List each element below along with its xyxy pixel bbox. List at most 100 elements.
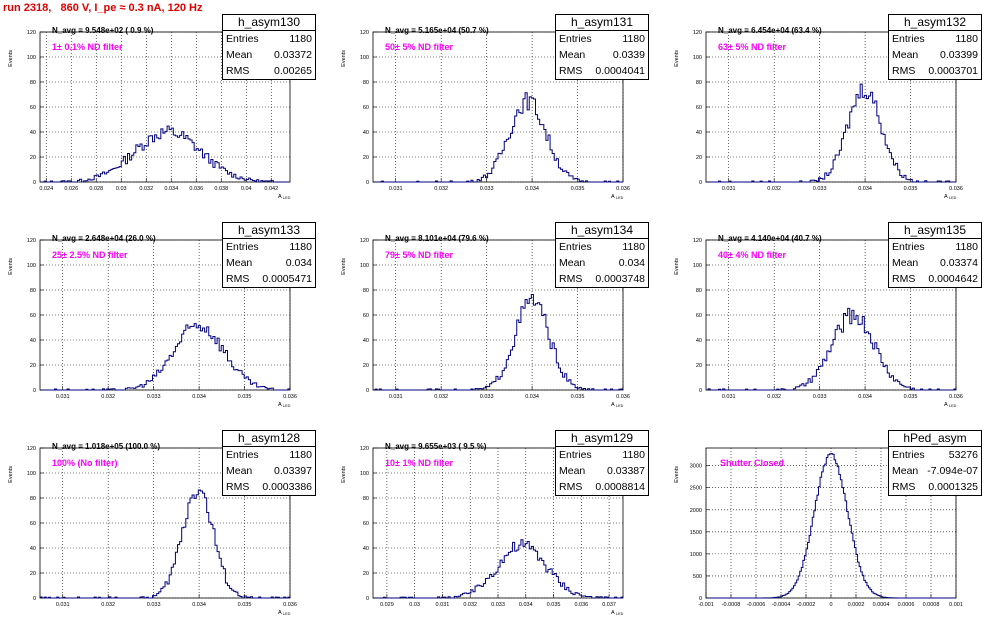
y-tick-label: 20 — [696, 363, 702, 369]
y-axis-label: Events — [674, 466, 680, 483]
stats-entries-value: 1180 — [289, 241, 312, 253]
histogram-panel-h_asym133: 0 20 40 60 80 100 120 0.031 0.032 0.033 0.034 0.035… — [0, 222, 330, 429]
y-tick-label: 40 — [696, 338, 702, 344]
stats-entries-label: Entries — [559, 33, 592, 45]
navg-label: N_avg = 9.548e+02 ( 0.9 %) — [52, 26, 154, 35]
histogram-panel-h_asym129: 0 20 40 60 80 100 120 0.029 0.03 0.031 0.032 0.033 0… — [333, 430, 663, 637]
y-tick-label: 60 — [30, 521, 36, 527]
stats-rms-label: RMS — [226, 65, 250, 77]
stats-entries-value: 1180 — [622, 33, 645, 45]
stats-row-entries: Entries 1180 — [556, 31, 648, 47]
x-tick-label: 0.034 — [858, 186, 872, 192]
histogram-line — [706, 307, 957, 391]
histogram-svg: 0 20 40 60 80 100 120 0.031 0.032 0.033 0.034 0.035… — [8, 238, 297, 408]
navg-label: N_avg = 6.454e+04 (63.4 %) — [718, 26, 822, 35]
y-tick-label: 100 — [360, 263, 369, 269]
stats-box: h_asym128 Entries 1180 Mean 0.03397 RMS 0.0003… — [222, 430, 316, 496]
stats-entries-label: Entries — [226, 449, 259, 461]
y-tick-label: 60 — [363, 313, 369, 319]
x-tick-label: 0 — [829, 602, 832, 608]
y-tick-label: 60 — [30, 105, 36, 111]
x-tick-label: -0.0002 — [797, 602, 816, 608]
x-tick-label: 0.031 — [722, 394, 736, 400]
y-tick-label: 100 — [27, 471, 36, 477]
stats-row-mean: Mean 0.034 — [556, 255, 648, 271]
stats-rms-label: RMS — [559, 65, 583, 77]
y-tick-label: 40 — [363, 546, 369, 552]
x-tick-label: 0.001 — [949, 602, 963, 608]
stats-box: h_asym133 Entries 1180 Mean 0.034 RMS 0.000547… — [222, 222, 316, 288]
filter-label: 10± 1% ND filter — [385, 458, 453, 468]
x-tick-label: 0.035 — [547, 602, 561, 608]
stats-mean-value: 0.03374 — [940, 257, 978, 269]
x-axis-label: A — [278, 610, 282, 616]
x-tick-label: 0.034 — [858, 394, 872, 400]
y-axis-label: Events — [341, 258, 347, 275]
stats-row-entries: Entries 1180 — [223, 447, 315, 463]
histogram-svg: 0 20 40 60 80 100 120 0.031 0.032 0.033 0.034 0.035… — [341, 30, 630, 200]
x-tick-label: 0.035 — [571, 186, 585, 192]
x-tick-label: 0.037 — [602, 602, 616, 608]
y-tick-label: 0 — [699, 388, 702, 394]
navg-label: N_avg = 4.140e+04 (40.7 %) — [718, 234, 822, 243]
stats-rms-label: RMS — [892, 65, 916, 77]
stats-entries-label: Entries — [226, 241, 259, 253]
stats-entries-value: 1180 — [289, 33, 312, 45]
stats-row-mean: Mean -7.094e-07 — [889, 463, 981, 479]
y-tick-label: 0 — [699, 596, 702, 602]
histogram-line — [373, 92, 623, 183]
y-tick-label: 3000 — [690, 464, 702, 470]
y-axis-label: Events — [341, 50, 347, 67]
stats-row-mean: Mean 0.03372 — [223, 47, 315, 63]
stats-title: h_asym134 — [556, 223, 648, 239]
y-tick-label: 120 — [27, 30, 36, 36]
stats-title: h_asym132 — [889, 15, 981, 31]
histogram-line — [706, 83, 956, 183]
stats-rms-label: RMS — [226, 273, 250, 285]
histogram-panel-h_asym130: 0 20 40 60 80 100 120 0.024 0.026 0.028 0.03 0.032 0… — [0, 14, 330, 221]
histogram-line — [40, 125, 290, 183]
stats-row-rms: RMS 0.0003701 — [889, 63, 981, 79]
page-title: run 2318, 860 V, I_pe ≈ 0.3 nA, 120 Hz — [3, 2, 203, 14]
x-tick-label: 0.03 — [409, 602, 420, 608]
x-axis-label: A — [278, 194, 282, 200]
navg-label: N_avg = 9.655e+03 ( 9.5 %) — [385, 442, 487, 451]
stats-rms-value: 0.0001325 — [928, 481, 978, 493]
x-tick-label: 0.035 — [571, 394, 585, 400]
x-tick-label: 0.033 — [147, 602, 161, 608]
x-tick-label: 0.036 — [189, 186, 203, 192]
y-tick-label: 60 — [363, 105, 369, 111]
histogram-panel-hPed_asym: 0 500 1000 1500 2000 2500 3000 -0.001 -0.0008 -0.… — [666, 430, 996, 637]
stats-entries-value: 1180 — [955, 33, 978, 45]
y-axis-label: Events — [674, 258, 680, 275]
x-tick-label: 0.033 — [491, 602, 505, 608]
y-tick-label: 40 — [30, 338, 36, 344]
x-tick-label: 0.035 — [904, 186, 918, 192]
x-tick-label: 0.035 — [904, 394, 918, 400]
y-tick-label: 40 — [30, 546, 36, 552]
y-tick-label: 20 — [696, 155, 702, 161]
y-tick-label: 0 — [699, 180, 702, 186]
x-tick-label: 0.036 — [283, 394, 297, 400]
filter-label: 63± 5% ND filter — [718, 42, 786, 52]
stats-row-mean: Mean 0.03387 — [556, 463, 648, 479]
y-tick-label: 80 — [696, 288, 702, 294]
histogram-panel-h_asym132: 0 20 40 60 80 100 120 0.031 0.032 0.033 0.034 0.035… — [666, 14, 996, 221]
x-tick-label: 0.036 — [616, 186, 630, 192]
y-tick-label: 20 — [30, 571, 36, 577]
x-tick-label: 0.035 — [238, 394, 252, 400]
stats-title: h_asym135 — [889, 223, 981, 239]
x-tick-label: 0.034 — [525, 394, 539, 400]
x-tick-label: 0.033 — [480, 394, 494, 400]
stats-mean-label: Mean — [559, 49, 586, 61]
stats-row-mean: Mean 0.03397 — [223, 463, 315, 479]
stats-box: h_asym135 Entries 1180 Mean 0.03374 RMS 0.0004… — [888, 222, 982, 288]
y-tick-label: 120 — [360, 446, 369, 452]
x-tick-label: 0.036 — [574, 602, 588, 608]
x-tick-label: 0.032 — [463, 602, 477, 608]
y-axis-label: Events — [8, 466, 14, 483]
y-tick-label: 120 — [693, 238, 702, 244]
stats-row-entries: Entries 1180 — [556, 447, 648, 463]
stats-box: h_asym130 Entries 1180 Mean 0.03372 RMS 0.0026… — [222, 14, 316, 80]
y-tick-label: 100 — [27, 263, 36, 269]
